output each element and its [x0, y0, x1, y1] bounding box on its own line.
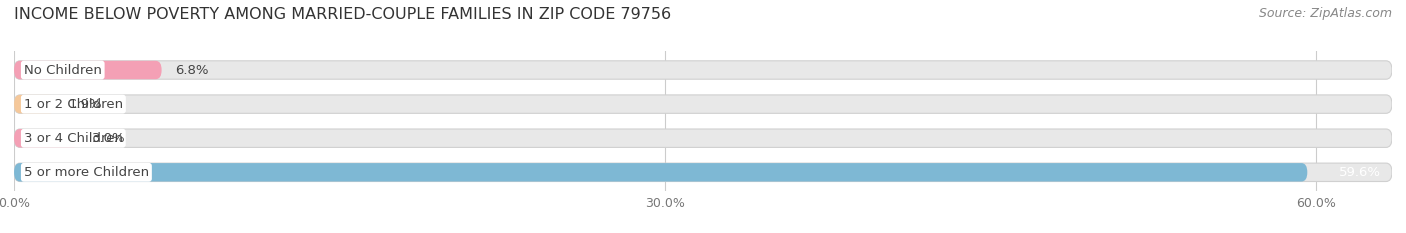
FancyBboxPatch shape [14, 95, 1392, 113]
Text: 3.0%: 3.0% [93, 132, 125, 145]
Text: No Children: No Children [24, 64, 101, 76]
FancyBboxPatch shape [14, 61, 162, 79]
Text: 59.6%: 59.6% [1339, 166, 1381, 179]
Text: Source: ZipAtlas.com: Source: ZipAtlas.com [1258, 7, 1392, 20]
Text: 5 or more Children: 5 or more Children [24, 166, 149, 179]
FancyBboxPatch shape [14, 95, 55, 113]
FancyBboxPatch shape [14, 129, 1392, 147]
Text: 1.9%: 1.9% [69, 98, 101, 111]
Text: 1 or 2 Children: 1 or 2 Children [24, 98, 122, 111]
FancyBboxPatch shape [14, 163, 1392, 182]
FancyBboxPatch shape [14, 129, 79, 147]
FancyBboxPatch shape [14, 61, 1392, 79]
Text: 3 or 4 Children: 3 or 4 Children [24, 132, 122, 145]
FancyBboxPatch shape [14, 163, 1308, 182]
Text: 6.8%: 6.8% [174, 64, 208, 76]
Text: INCOME BELOW POVERTY AMONG MARRIED-COUPLE FAMILIES IN ZIP CODE 79756: INCOME BELOW POVERTY AMONG MARRIED-COUPL… [14, 7, 671, 22]
